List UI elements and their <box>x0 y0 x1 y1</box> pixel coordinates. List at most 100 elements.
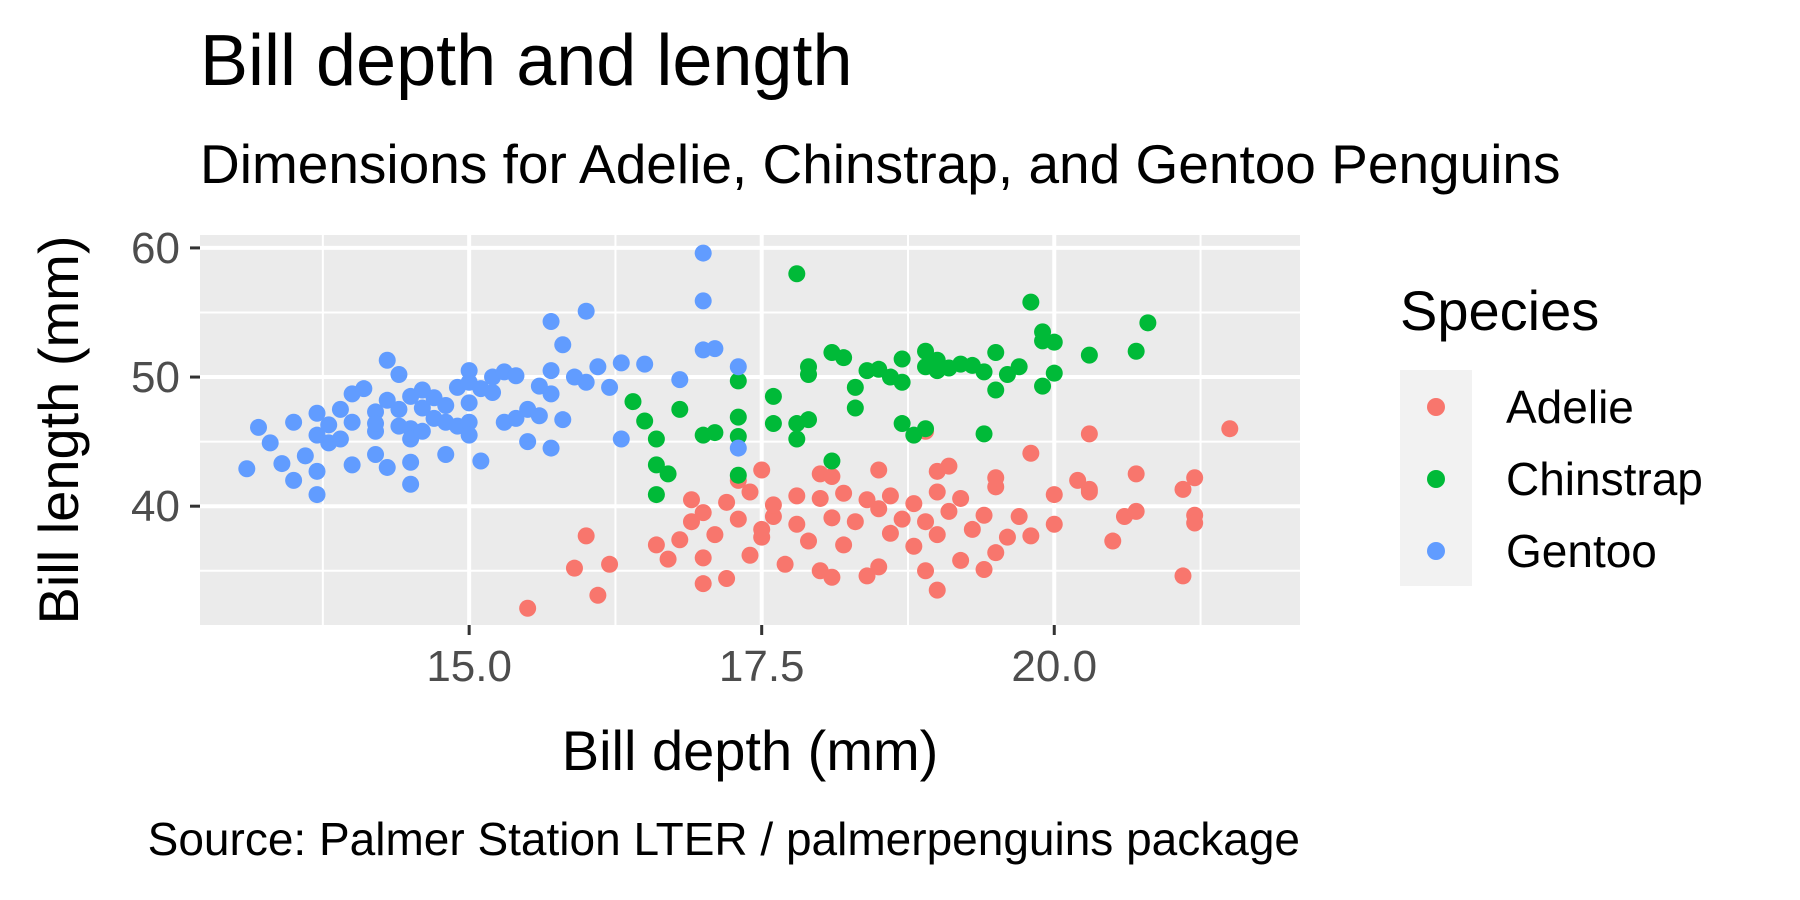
data-point <box>718 493 736 511</box>
data-point <box>846 378 864 396</box>
data-point <box>390 400 408 418</box>
data-point <box>390 365 408 383</box>
data-point <box>343 456 361 474</box>
data-point <box>437 446 455 464</box>
legend-key-adelie <box>1427 398 1445 416</box>
data-point <box>870 461 888 479</box>
data-point <box>577 527 595 545</box>
x-tick-label: 17.5 <box>719 642 805 691</box>
data-point <box>905 495 923 513</box>
data-point <box>800 532 818 550</box>
data-point <box>928 483 946 501</box>
data-point <box>378 458 396 476</box>
data-point <box>1045 364 1063 382</box>
legend-label-adelie: Adelie <box>1506 381 1634 433</box>
data-point <box>460 362 478 380</box>
data-point <box>671 371 689 389</box>
data-point <box>1010 508 1028 526</box>
y-tick-label: 60 <box>131 224 180 273</box>
data-point <box>331 430 349 448</box>
data-points <box>238 244 1239 617</box>
data-point <box>472 452 490 470</box>
data-point <box>788 430 806 448</box>
data-point <box>437 396 455 414</box>
data-point <box>729 358 747 376</box>
data-point <box>987 469 1005 487</box>
data-point <box>1069 471 1087 489</box>
data-point <box>940 502 958 520</box>
data-point <box>764 508 782 526</box>
data-point <box>1034 377 1052 395</box>
data-point <box>858 491 876 509</box>
data-point <box>1080 425 1098 443</box>
data-point <box>320 416 338 434</box>
data-point <box>975 506 993 524</box>
data-point <box>893 510 911 528</box>
data-point <box>975 425 993 443</box>
data-point <box>577 373 595 391</box>
data-point <box>601 378 619 396</box>
data-point <box>1022 527 1040 545</box>
data-point <box>542 313 560 331</box>
data-point <box>706 526 724 544</box>
data-point <box>519 433 537 451</box>
data-point <box>963 520 981 538</box>
data-point <box>858 567 876 585</box>
axes: 15.0 17.5 20.0 40 50 60 <box>131 224 1097 691</box>
data-point <box>928 581 946 599</box>
data-point <box>378 391 396 409</box>
data-point <box>928 526 946 544</box>
chart-caption: Source: Palmer Station LTER / palmerpeng… <box>147 813 1300 865</box>
data-point <box>893 415 911 433</box>
data-point <box>355 380 373 398</box>
data-point <box>542 362 560 380</box>
data-point <box>1186 514 1204 532</box>
data-point <box>987 544 1005 562</box>
data-point <box>846 399 864 417</box>
data-point <box>682 491 700 509</box>
data-point <box>753 461 771 479</box>
data-point <box>367 446 385 464</box>
data-point <box>519 599 537 617</box>
data-point <box>460 426 478 444</box>
data-point <box>729 466 747 484</box>
data-point <box>659 465 677 483</box>
data-point <box>1022 293 1040 311</box>
data-point <box>917 513 935 531</box>
data-point <box>413 422 431 440</box>
data-point <box>835 349 853 367</box>
data-point <box>764 496 782 514</box>
data-point <box>1174 480 1192 498</box>
data-point <box>671 531 689 549</box>
data-point <box>554 336 572 354</box>
data-point <box>694 292 712 310</box>
data-point <box>881 487 899 505</box>
data-point <box>870 500 888 518</box>
data-point <box>998 528 1016 546</box>
data-point <box>589 586 607 604</box>
data-point <box>484 384 502 402</box>
data-point <box>1104 532 1122 550</box>
data-point <box>764 387 782 405</box>
data-point <box>706 340 724 358</box>
data-point <box>788 265 806 283</box>
data-point <box>729 372 747 390</box>
data-point <box>952 489 970 507</box>
data-point <box>296 447 314 465</box>
data-point <box>718 570 736 588</box>
data-point <box>917 562 935 580</box>
data-point <box>893 373 911 391</box>
data-point <box>753 520 771 538</box>
data-point <box>694 244 712 262</box>
data-point <box>1045 486 1063 504</box>
chart-title: Bill depth and length <box>200 21 853 101</box>
data-point <box>671 400 689 418</box>
data-point <box>402 475 420 493</box>
data-point <box>893 350 911 368</box>
data-point <box>706 424 724 442</box>
data-point <box>261 434 279 452</box>
data-point <box>975 560 993 578</box>
data-point <box>823 467 841 485</box>
data-point <box>636 412 654 430</box>
